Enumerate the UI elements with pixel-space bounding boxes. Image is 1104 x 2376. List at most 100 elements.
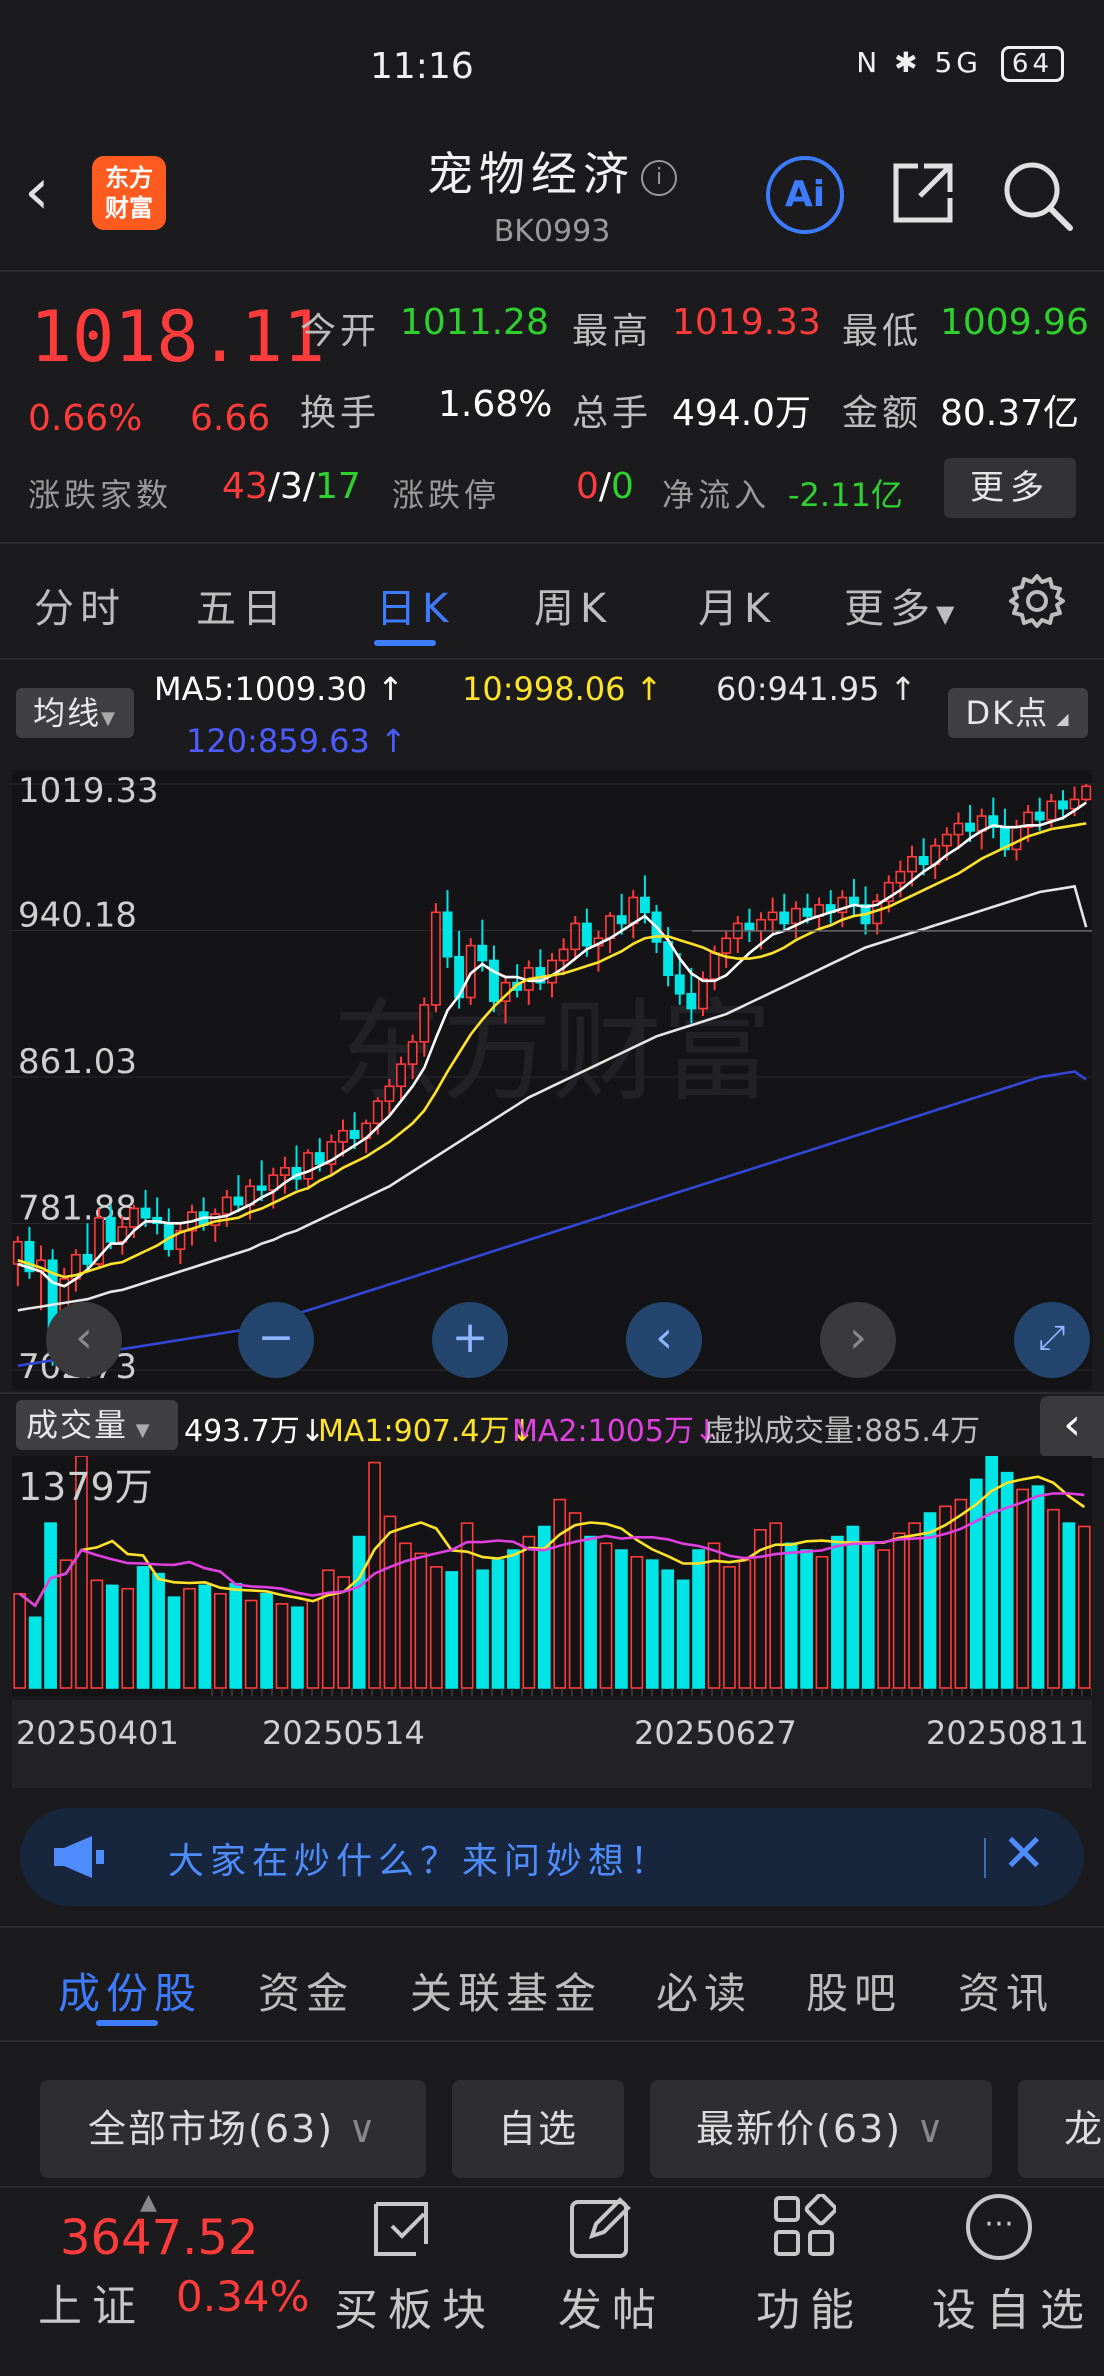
more-options-icon[interactable]: ⋯ xyxy=(966,2194,1032,2260)
index-percent[interactable]: 0.34% xyxy=(176,2272,310,2321)
scroll-left-button[interactable]: ‹ xyxy=(626,1302,702,1378)
sector-name[interactable]: 宠物经济 xyxy=(427,147,635,201)
y-tick-label: 861.03 xyxy=(18,1042,137,1082)
volume-legend-value: 493.7万 xyxy=(184,1414,300,1449)
candle xyxy=(82,1223,93,1272)
tab-daily-k[interactable]: 日K xyxy=(376,586,455,632)
volume-bar xyxy=(121,1587,135,1689)
buy-sector-icon[interactable] xyxy=(362,2190,442,2274)
volume-bar xyxy=(321,1569,335,1689)
vma2-legend: MA2:1005万↓ xyxy=(512,1406,719,1450)
divider xyxy=(984,1838,986,1878)
ma-line-120 xyxy=(17,1070,1087,1368)
volume-bar xyxy=(568,1512,582,1689)
info-icon[interactable]: i xyxy=(641,159,677,196)
candle xyxy=(697,971,708,1016)
add-watchlist-label[interactable]: 设自选 xyxy=(932,2285,1094,2336)
vma1-value: MA1:907.4万 xyxy=(318,1414,510,1449)
post-icon[interactable] xyxy=(566,2192,636,2266)
chevron-left-double-icon[interactable]: ‹ xyxy=(46,1302,122,1378)
market-filter-label: 全部市场(63) xyxy=(88,2107,335,2151)
date-axis-panel xyxy=(12,1700,1092,1788)
tab-constituents[interactable]: 成份股 xyxy=(58,1969,203,2018)
volume-bar xyxy=(75,1456,88,1689)
tab-forum[interactable]: 股吧 xyxy=(806,1969,903,2018)
low-label: 最低 xyxy=(842,311,923,352)
dk-point-button[interactable]: DK点 ◢ xyxy=(948,688,1088,738)
zoom-in-button[interactable]: + xyxy=(432,1302,508,1378)
candle xyxy=(918,838,929,876)
volume-bar xyxy=(244,1599,258,1689)
sector-code: BK0993 xyxy=(493,214,611,249)
ma60-legend: 60:941.95 ↑ xyxy=(716,670,916,708)
volume-chart[interactable]: 1379万 xyxy=(12,1456,1092,1696)
limit-label: 涨跌停 xyxy=(392,476,501,514)
volume-bar xyxy=(337,1576,351,1689)
functions-icon[interactable] xyxy=(772,2192,838,2262)
search-icon[interactable] xyxy=(1000,158,1074,232)
collapse-panel-button[interactable]: ‹ xyxy=(1040,1396,1104,1458)
close-icon[interactable]: ✕ xyxy=(1002,1824,1046,1884)
tab-news[interactable]: 资讯 xyxy=(958,1969,1055,2018)
tab-funds[interactable]: 资金 xyxy=(258,1969,355,2018)
amount-value: 80.37亿 xyxy=(940,393,1080,434)
latest-price-sort[interactable]: 最新价(63) ∨ xyxy=(650,2080,992,2178)
zoom-out-button[interactable]: − xyxy=(238,1302,314,1378)
back-button[interactable]: ‹ xyxy=(24,155,50,229)
volume-bar xyxy=(599,1542,613,1689)
inflow-label: 净流入 xyxy=(662,476,771,514)
candle xyxy=(1081,784,1092,802)
volume-bar xyxy=(553,1498,567,1689)
tab-intraday[interactable]: 分时 xyxy=(34,586,126,632)
buy-sector-label[interactable]: 买板块 xyxy=(334,2285,496,2336)
volume-bar xyxy=(383,1515,397,1689)
ma-selector[interactable]: 均线▼ xyxy=(16,688,134,738)
volume-indicator-selector[interactable]: 成交量 ▼ xyxy=(16,1400,178,1450)
bottom-nav xyxy=(0,2186,1104,2376)
volume-bar xyxy=(584,1535,597,1689)
tab-related-funds[interactable]: 关联基金 xyxy=(410,1969,603,2018)
more-quote-button[interactable]: 更多 xyxy=(944,458,1076,518)
tab-must-read[interactable]: 必读 xyxy=(656,1969,753,2018)
share-icon[interactable] xyxy=(888,158,958,228)
volume-bar xyxy=(13,1592,27,1689)
scroll-right-button[interactable]: › xyxy=(820,1302,896,1378)
index-value[interactable]: 3647.52 xyxy=(60,2210,259,2266)
tab-more[interactable]: 更多▼ xyxy=(844,576,954,634)
volume-bar xyxy=(136,1566,150,1689)
volume-max-label: 1379万 xyxy=(18,1465,153,1509)
tab-weekly-k[interactable]: 周K xyxy=(534,586,613,632)
candle xyxy=(721,930,732,968)
volume-bar xyxy=(507,1549,520,1689)
volume-bar xyxy=(630,1555,644,1689)
volume-bar xyxy=(399,1542,412,1689)
volume-indicator-label: 成交量 xyxy=(26,1406,129,1444)
candle xyxy=(337,1119,348,1157)
functions-label[interactable]: 功能 xyxy=(756,2285,864,2336)
ai-button[interactable]: Ai xyxy=(766,156,844,234)
ask-banner-text[interactable]: 大家在炒什么？来问妙想！ xyxy=(168,1841,673,1882)
tab-monthly-k[interactable]: 月K xyxy=(698,586,777,632)
volume-bar xyxy=(275,1603,289,1689)
volume-bar xyxy=(769,1522,783,1689)
ask-banner[interactable] xyxy=(20,1808,1084,1906)
gear-icon[interactable] xyxy=(1008,572,1066,630)
post-label[interactable]: 发帖 xyxy=(558,2285,666,2336)
chevron-down-icon: ▼ xyxy=(101,708,117,729)
y-tick-label: 1019.33 xyxy=(18,771,159,811)
watchlist-filter[interactable]: 自选 xyxy=(452,2080,624,2178)
arrow-up-icon: ↑ xyxy=(366,670,404,708)
ma60-value: 60:941.95 xyxy=(716,670,880,708)
volume-bar xyxy=(1031,1485,1045,1689)
more-filter[interactable]: 龙 xyxy=(1018,2080,1104,2178)
volume-bar xyxy=(1062,1522,1076,1689)
chevron-down-icon: ∨ xyxy=(902,2107,946,2151)
index-name[interactable]: 上证 xyxy=(38,2281,146,2332)
volume-bar xyxy=(183,1587,196,1689)
tab-five-day[interactable]: 五日 xyxy=(196,586,288,632)
fullscreen-icon[interactable]: ⤢ xyxy=(1014,1302,1090,1378)
market-filter[interactable]: 全部市场(63) ∨ xyxy=(40,2080,426,2178)
open-label: 今开 xyxy=(300,311,381,352)
candle xyxy=(256,1160,267,1202)
